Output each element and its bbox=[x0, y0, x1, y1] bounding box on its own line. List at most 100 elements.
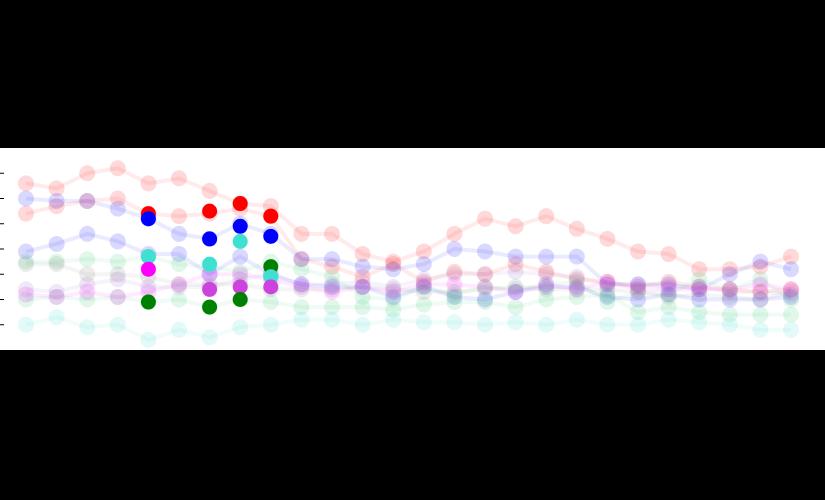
series-6-point bbox=[507, 314, 524, 331]
series-2-point bbox=[324, 251, 340, 268]
series-4-point bbox=[477, 278, 493, 295]
series-9-point bbox=[538, 266, 555, 283]
series-2-point bbox=[171, 225, 187, 242]
series-3-point bbox=[783, 288, 799, 305]
series-7-point bbox=[568, 281, 585, 298]
series-2-point bbox=[477, 243, 493, 260]
series-4-point bbox=[18, 253, 34, 270]
series-0-point bbox=[660, 246, 677, 263]
series-9-point bbox=[79, 276, 96, 293]
highlight-point bbox=[232, 233, 248, 249]
series-5-point bbox=[630, 304, 646, 321]
series-7-point bbox=[630, 281, 646, 298]
series-8-point bbox=[538, 281, 555, 298]
series-5-point bbox=[385, 301, 402, 318]
series-4-point bbox=[79, 251, 96, 268]
series-3-point bbox=[568, 278, 585, 295]
series-1-point bbox=[415, 273, 432, 290]
series-1-point bbox=[48, 198, 65, 215]
series-7-point bbox=[232, 266, 249, 283]
series-3-point bbox=[18, 243, 34, 260]
series-7-point bbox=[507, 283, 524, 300]
series-0-point bbox=[415, 243, 432, 260]
series-7-point bbox=[171, 276, 187, 293]
series-6-point bbox=[630, 316, 646, 333]
series-4-point bbox=[109, 253, 126, 270]
series-4-point bbox=[599, 294, 616, 311]
series-2-point bbox=[630, 276, 646, 293]
series-8-point bbox=[79, 266, 96, 283]
series-0-point bbox=[783, 248, 799, 265]
series-4-point bbox=[446, 286, 463, 303]
series-9-point bbox=[783, 286, 799, 303]
series-8-point bbox=[385, 281, 402, 298]
series-5-point bbox=[324, 299, 340, 316]
highlight-point bbox=[263, 208, 279, 224]
series-4-point bbox=[415, 278, 432, 295]
series-2-point bbox=[752, 253, 769, 270]
series-8-point bbox=[783, 283, 799, 300]
series-0-point bbox=[293, 225, 310, 242]
series-0-point bbox=[752, 258, 769, 275]
series-2-point bbox=[385, 261, 402, 278]
series-0-point bbox=[446, 225, 463, 242]
series-8-point bbox=[691, 286, 708, 303]
series-1-point bbox=[446, 263, 463, 280]
series-7-point bbox=[48, 288, 65, 305]
series-4-point bbox=[48, 253, 65, 270]
series-7-point bbox=[660, 281, 677, 298]
highlight-point bbox=[202, 281, 218, 297]
series-9-point bbox=[568, 268, 585, 285]
series-4-point bbox=[783, 291, 799, 308]
series-0-point bbox=[385, 253, 402, 270]
series-6-point bbox=[538, 316, 555, 333]
series-5-point bbox=[48, 288, 65, 305]
series-2-point bbox=[354, 258, 371, 275]
series-6-point bbox=[262, 316, 279, 333]
series-8-point bbox=[568, 281, 585, 298]
series-0-point bbox=[171, 170, 187, 187]
series-2-point bbox=[109, 200, 126, 217]
series-7-point bbox=[691, 281, 708, 298]
series-6-point bbox=[415, 314, 432, 331]
series-1-point bbox=[18, 205, 34, 222]
series-6-point bbox=[293, 311, 310, 328]
series-2-point bbox=[721, 266, 738, 283]
series-1-point bbox=[568, 271, 585, 288]
series-2-point bbox=[48, 193, 65, 210]
series-3-point bbox=[415, 278, 432, 295]
series-2-point bbox=[691, 281, 708, 298]
series-2-point bbox=[538, 248, 555, 265]
series-5-point bbox=[79, 291, 96, 308]
series-2-point bbox=[599, 276, 616, 293]
highlight-point bbox=[140, 249, 156, 265]
series-1-point bbox=[599, 273, 616, 290]
series-1-point bbox=[630, 278, 646, 295]
series-3-point bbox=[660, 286, 677, 303]
series-2-point bbox=[79, 193, 96, 210]
series-3-point bbox=[293, 276, 310, 293]
series-line-7 bbox=[25, 272, 792, 299]
series-4-point bbox=[721, 281, 738, 298]
series-9-point bbox=[109, 271, 126, 288]
series-5-point bbox=[752, 306, 769, 323]
highlight-point bbox=[232, 292, 248, 307]
series-7-point bbox=[599, 273, 616, 290]
series-8-point bbox=[752, 291, 769, 308]
highlight-point bbox=[140, 211, 156, 227]
series-0-point bbox=[477, 210, 493, 227]
series-3-point bbox=[477, 291, 493, 308]
series-2-point bbox=[446, 241, 463, 257]
series-line-8 bbox=[26, 262, 792, 302]
highlight-point bbox=[263, 279, 279, 295]
series-6-point bbox=[79, 319, 96, 336]
series-3-point bbox=[752, 291, 769, 308]
series-9-point bbox=[477, 266, 493, 283]
series-9-point bbox=[660, 278, 677, 295]
series-0-point bbox=[109, 160, 126, 177]
series-2-point bbox=[293, 251, 310, 268]
series-1-point bbox=[171, 208, 187, 225]
series-0-point bbox=[630, 243, 646, 260]
series-6-point bbox=[446, 314, 463, 331]
highlight-point bbox=[263, 228, 279, 244]
